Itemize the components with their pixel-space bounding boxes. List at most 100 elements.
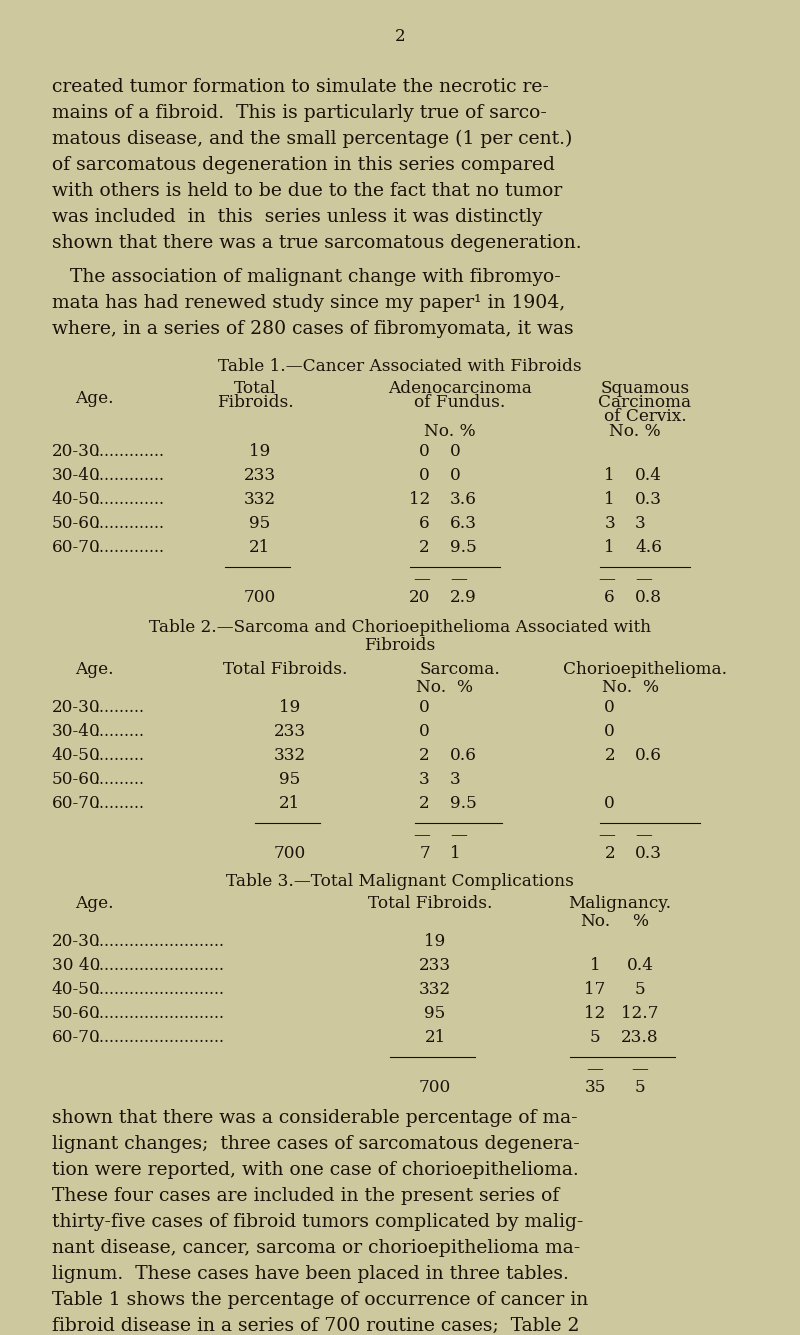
Text: 2: 2	[394, 28, 406, 45]
Text: ..............: ..............	[94, 443, 164, 461]
Text: —: —	[598, 826, 615, 844]
Text: mains of a fibroid.  This is particularly true of sarco-: mains of a fibroid. This is particularly…	[52, 104, 547, 121]
Text: ..........................: ..........................	[94, 957, 224, 975]
Text: 95: 95	[250, 515, 270, 533]
Text: 5: 5	[634, 1079, 646, 1096]
Text: 50-60: 50-60	[52, 772, 101, 788]
Text: Table 2.—Sarcoma and Chorioepithelioma Associated with: Table 2.—Sarcoma and Chorioepithelioma A…	[149, 619, 651, 635]
Text: 95: 95	[279, 772, 301, 788]
Text: 332: 332	[274, 748, 306, 764]
Text: 0: 0	[604, 700, 615, 716]
Text: was included  in  this  series unless it was distinctly: was included in this series unless it wa…	[52, 208, 542, 226]
Text: —: —	[450, 571, 467, 587]
Text: 700: 700	[419, 1079, 451, 1096]
Text: 6: 6	[419, 515, 430, 533]
Text: —: —	[635, 571, 652, 587]
Text: —: —	[450, 826, 467, 844]
Text: 21: 21	[279, 796, 301, 812]
Text: 332: 332	[244, 491, 276, 509]
Text: 0.4: 0.4	[626, 957, 654, 975]
Text: 0: 0	[450, 443, 461, 461]
Text: 3: 3	[635, 515, 646, 533]
Text: The association of malignant change with fibromyo-: The association of malignant change with…	[52, 268, 561, 286]
Text: 1: 1	[604, 491, 615, 509]
Text: 20-30: 20-30	[52, 700, 101, 716]
Text: —: —	[413, 571, 430, 587]
Text: Fibroids: Fibroids	[364, 637, 436, 654]
Text: These four cases are included in the present series of: These four cases are included in the pre…	[52, 1187, 559, 1206]
Text: 3: 3	[604, 515, 615, 533]
Text: 60-70: 60-70	[52, 1029, 101, 1047]
Text: —: —	[598, 571, 615, 587]
Text: 40-50: 40-50	[52, 981, 101, 999]
Text: 2: 2	[419, 539, 430, 555]
Text: 12.7: 12.7	[622, 1005, 658, 1023]
Text: 0: 0	[419, 700, 430, 716]
Text: Table 3.—Total Malignant Complications: Table 3.—Total Malignant Complications	[226, 873, 574, 890]
Text: ..........................: ..........................	[94, 1029, 224, 1047]
Text: 0.3: 0.3	[635, 845, 662, 862]
Text: Table 1.—Cancer Associated with Fibroids: Table 1.—Cancer Associated with Fibroids	[218, 358, 582, 375]
Text: 233: 233	[274, 724, 306, 740]
Text: 700: 700	[244, 589, 276, 606]
Text: 20: 20	[409, 589, 430, 606]
Text: 50-60: 50-60	[52, 1005, 101, 1023]
Text: 2: 2	[419, 796, 430, 812]
Text: No. %: No. %	[424, 423, 476, 441]
Text: 1: 1	[590, 957, 600, 975]
Text: shown that there was a true sarcomatous degeneration.: shown that there was a true sarcomatous …	[52, 234, 582, 252]
Text: No.  %: No. %	[602, 680, 658, 696]
Text: —: —	[635, 826, 652, 844]
Text: 60-70: 60-70	[52, 539, 101, 555]
Text: ..............: ..............	[94, 515, 164, 533]
Text: 6: 6	[604, 589, 615, 606]
Text: %: %	[632, 913, 648, 930]
Text: 0.6: 0.6	[450, 748, 477, 764]
Text: 332: 332	[419, 981, 451, 999]
Text: 3.6: 3.6	[450, 491, 477, 509]
Text: 19: 19	[250, 443, 270, 461]
Text: 1: 1	[604, 539, 615, 555]
Text: Adenocarcinoma: Adenocarcinoma	[388, 380, 532, 396]
Text: 19: 19	[424, 933, 446, 951]
Text: —: —	[631, 1061, 649, 1077]
Text: 0: 0	[419, 724, 430, 740]
Text: —: —	[586, 1061, 603, 1077]
Text: thirty-five cases of fibroid tumors complicated by malig-: thirty-five cases of fibroid tumors comp…	[52, 1214, 583, 1231]
Text: 23.8: 23.8	[621, 1029, 659, 1047]
Text: ..........................: ..........................	[94, 933, 224, 951]
Text: 7: 7	[419, 845, 430, 862]
Text: No.: No.	[580, 913, 610, 930]
Text: Total Fibroids.: Total Fibroids.	[368, 894, 492, 912]
Text: lignum.  These cases have been placed in three tables.: lignum. These cases have been placed in …	[52, 1266, 569, 1283]
Text: lignant changes;  three cases of sarcomatous degenera-: lignant changes; three cases of sarcomat…	[52, 1135, 580, 1153]
Text: ..............: ..............	[94, 491, 164, 509]
Text: 95: 95	[424, 1005, 446, 1023]
Text: matous disease, and the small percentage (1 per cent.): matous disease, and the small percentage…	[52, 129, 572, 148]
Text: 0: 0	[419, 443, 430, 461]
Text: 21: 21	[424, 1029, 446, 1047]
Text: 60-70: 60-70	[52, 796, 101, 812]
Text: ..............: ..............	[94, 467, 164, 485]
Text: Chorioepithelioma.: Chorioepithelioma.	[563, 661, 727, 678]
Text: 5: 5	[590, 1029, 600, 1047]
Text: fibroid disease in a series of 700 routine cases;  Table 2: fibroid disease in a series of 700 routi…	[52, 1318, 579, 1335]
Text: nant disease, cancer, sarcoma or chorioepithelioma ma-: nant disease, cancer, sarcoma or chorioe…	[52, 1239, 580, 1258]
Text: Age.: Age.	[75, 894, 114, 912]
Text: 233: 233	[244, 467, 276, 485]
Text: 3: 3	[450, 772, 461, 788]
Text: ..........................: ..........................	[94, 981, 224, 999]
Text: 233: 233	[419, 957, 451, 975]
Text: 2: 2	[419, 748, 430, 764]
Text: ..........................: ..........................	[94, 1005, 224, 1023]
Text: No.  %: No. %	[417, 680, 474, 696]
Text: 9.5: 9.5	[450, 539, 477, 555]
Text: 12: 12	[409, 491, 430, 509]
Text: 21: 21	[250, 539, 270, 555]
Text: 1: 1	[450, 845, 461, 862]
Text: Carcinoma: Carcinoma	[598, 394, 691, 411]
Text: 0: 0	[604, 724, 615, 740]
Text: 700: 700	[274, 845, 306, 862]
Text: ..........: ..........	[94, 796, 144, 812]
Text: created tumor formation to simulate the necrotic re-: created tumor formation to simulate the …	[52, 77, 549, 96]
